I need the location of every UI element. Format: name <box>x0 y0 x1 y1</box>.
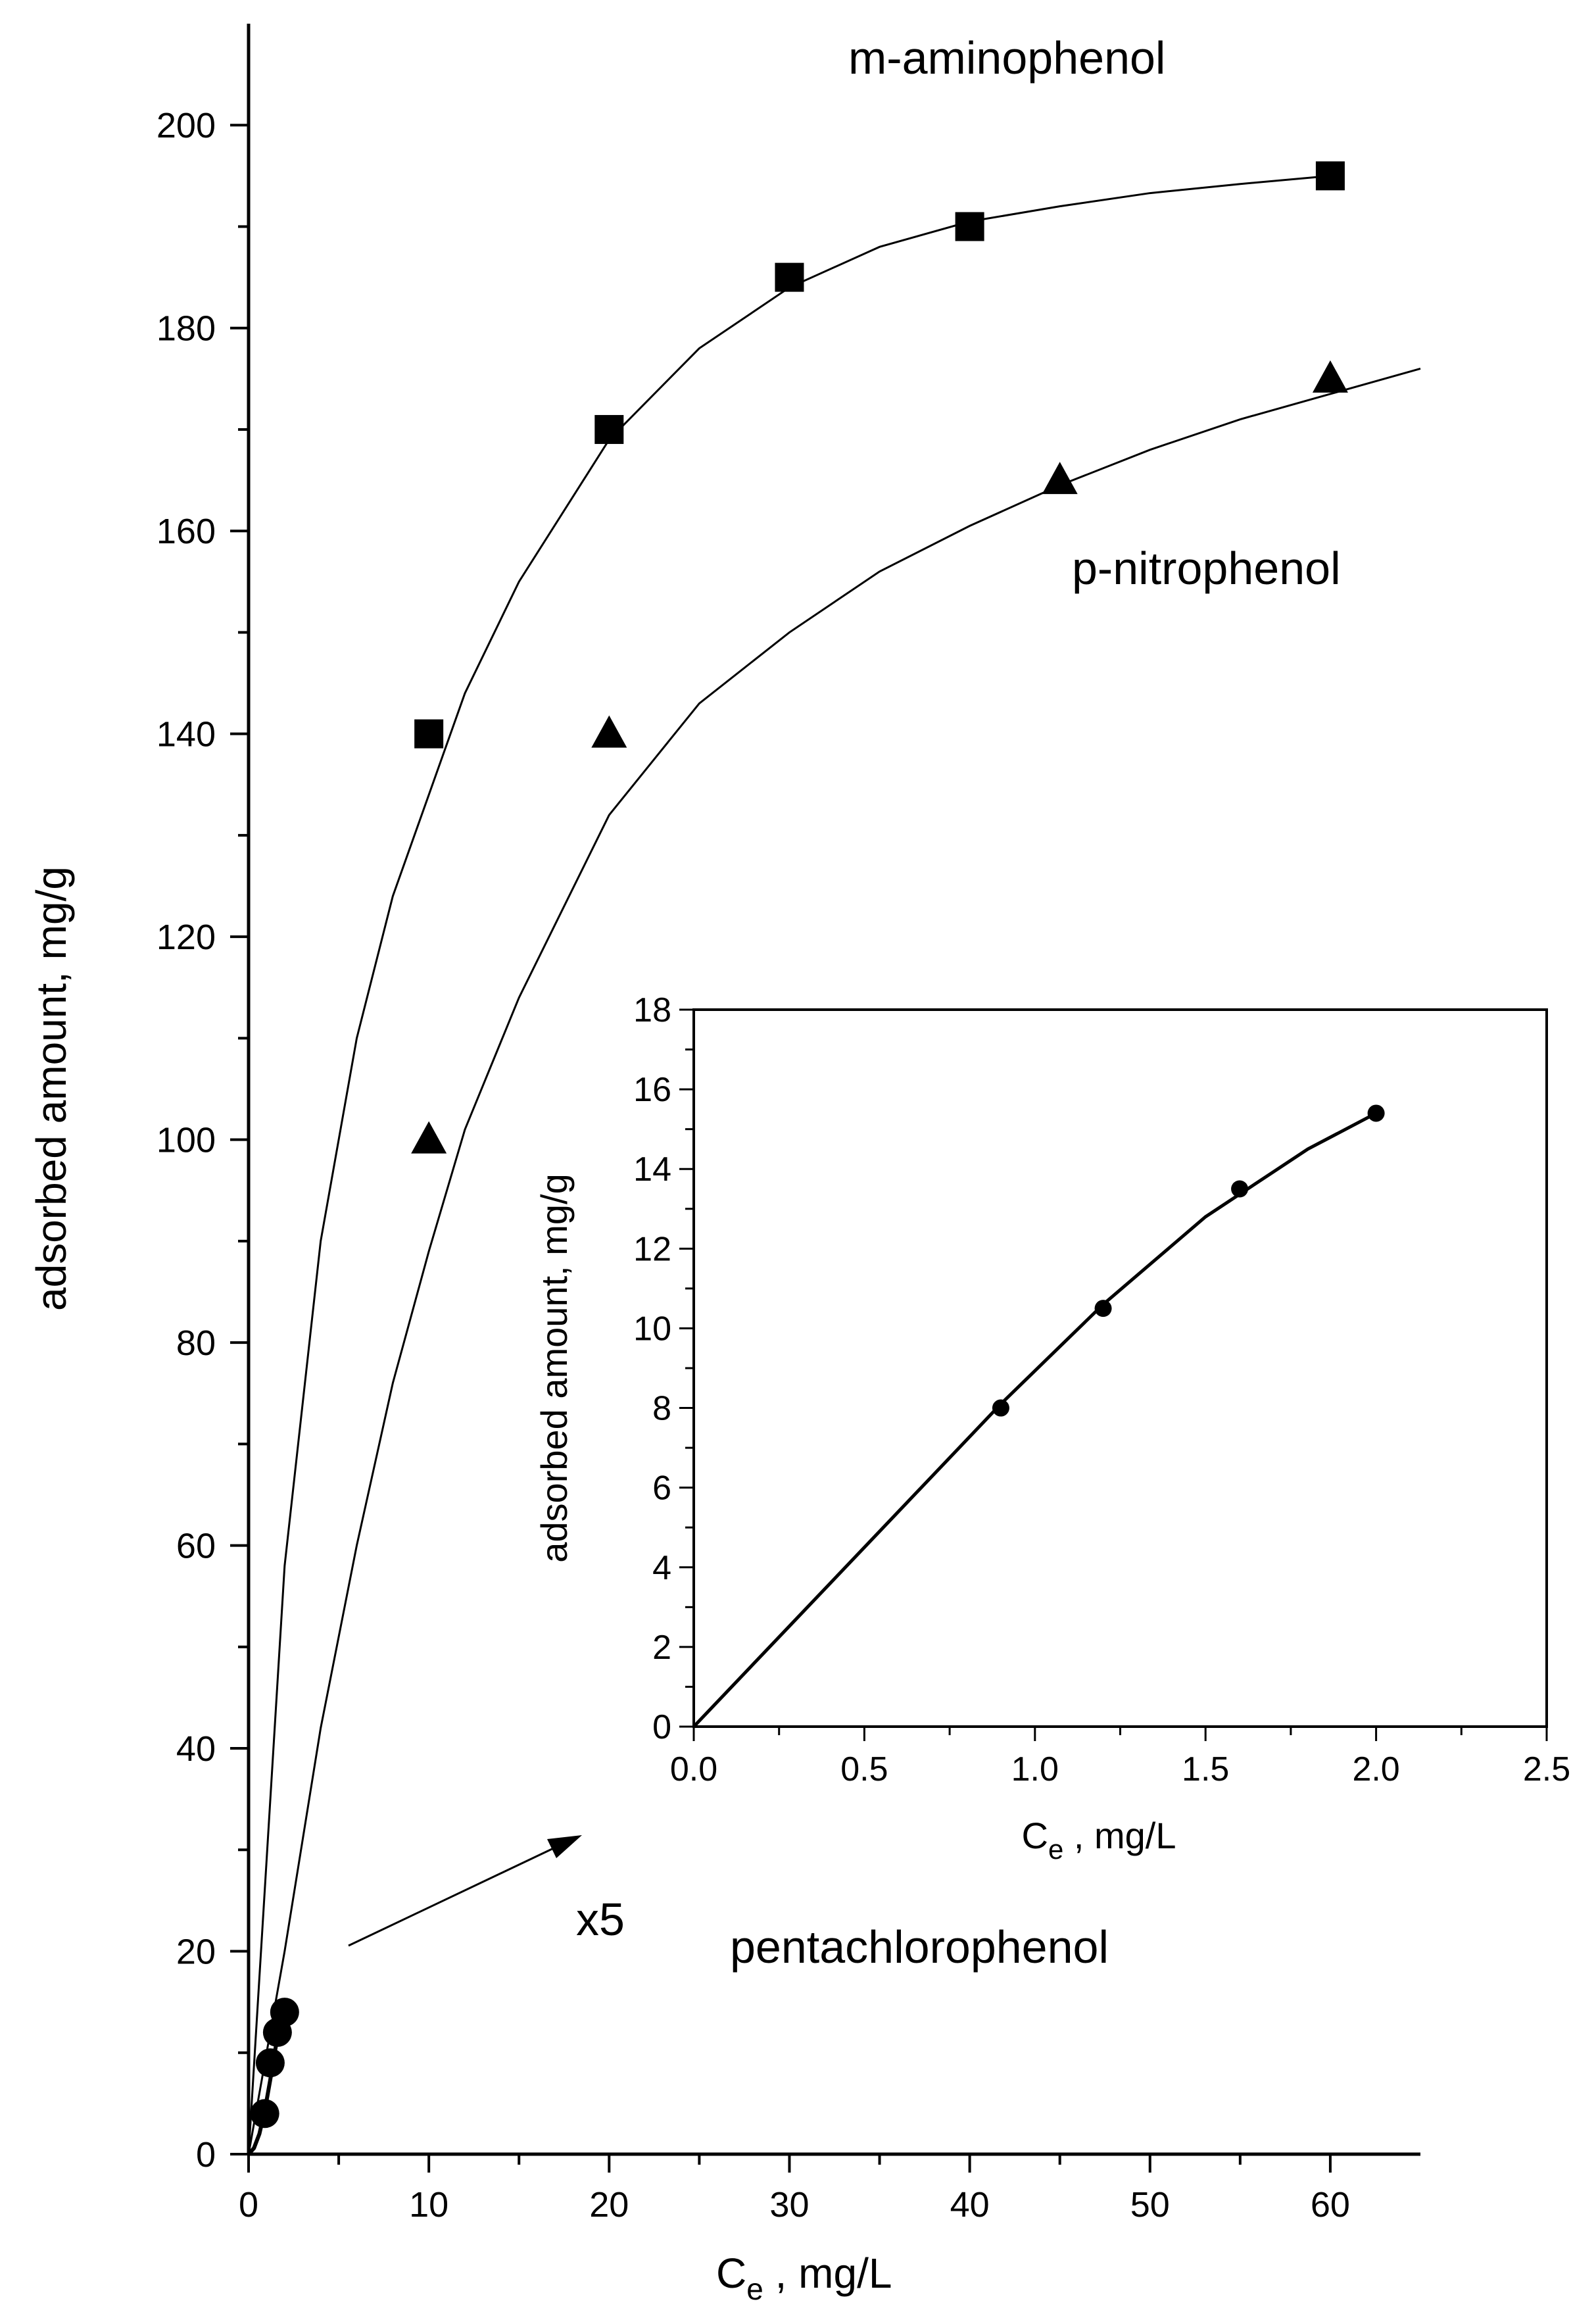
inset-frame <box>692 1008 1548 1728</box>
inset-y-tick-label: 16 <box>633 1071 671 1109</box>
x-tick-label: 50 <box>1130 2185 1170 2225</box>
inset-x-tick-label: 2.5 <box>1523 1750 1570 1788</box>
data-point-triangle <box>1042 462 1078 495</box>
x-axis-title: Ce , mg/L <box>716 2250 892 2306</box>
main-plot: 0 10 20 30 40 50 60020406080100120140160180200… <box>28 24 1421 2306</box>
data-point-circle <box>255 2048 285 2078</box>
x-tick-label: 0 <box>239 2185 258 2225</box>
data-point-triangle <box>591 715 627 748</box>
zoom-factor-label: x5 <box>576 1894 625 1945</box>
data-point-triangle <box>1312 360 1348 393</box>
data-point-square <box>775 262 804 292</box>
data-point-square <box>1315 161 1345 191</box>
data-point-triangle <box>411 1121 447 1154</box>
x-tick-label: 10 <box>409 2185 448 2225</box>
y-tick-label: 140 <box>157 715 216 754</box>
data-point-square <box>955 212 984 241</box>
inset-x-tick-label: 1.0 <box>1011 1750 1059 1788</box>
y-tick-label: 100 <box>157 1121 216 1160</box>
inset-y-tick-label: 10 <box>633 1310 671 1348</box>
inset-y-tick-label: 6 <box>652 1469 671 1508</box>
data-point-circle <box>270 1998 299 2027</box>
inset-y-tick-label: 14 <box>633 1150 671 1189</box>
inset-y-tick-label: 0 <box>652 1708 671 1746</box>
data-point-circle <box>250 2099 279 2129</box>
data-point-square <box>414 719 444 749</box>
inset-data-point <box>1094 1300 1112 1317</box>
x-tick-label: 20 <box>589 2185 629 2225</box>
inset-x-tick-label: 2.0 <box>1352 1750 1399 1788</box>
series-label-m-aminophenol: m-aminophenol <box>848 32 1165 84</box>
y-tick-label: 160 <box>157 512 216 551</box>
inset-data-point <box>1231 1180 1249 1198</box>
inset-y-tick-label: 4 <box>652 1549 671 1587</box>
y-tick-label: 40 <box>176 1729 216 1769</box>
inset-y-tick-label: 8 <box>652 1390 671 1428</box>
fit-curve-p-nitrophenol <box>247 367 1421 2155</box>
inset-x-tick-label: 0.5 <box>840 1750 888 1788</box>
inset-x-tick-label: 0.0 <box>670 1750 717 1788</box>
inset-y-tick-label: 18 <box>633 991 671 1029</box>
series-label-pentachlorophenol: pentachlorophenol <box>730 1921 1109 1973</box>
y-tick-label: 180 <box>157 309 216 349</box>
y-tick-label: 200 <box>157 106 216 145</box>
x-tick-label: 60 <box>1311 2185 1350 2225</box>
x-tick-label: 40 <box>950 2185 990 2225</box>
inset-fit-curve <box>692 1112 1377 1728</box>
inset-y-tick-label: 12 <box>633 1230 671 1268</box>
inset-y-tick-label: 2 <box>652 1629 671 1667</box>
inset-data-point <box>1367 1104 1385 1122</box>
y-tick-label: 0 <box>196 2135 216 2175</box>
y-tick-label: 60 <box>176 1527 216 1566</box>
series-label-p-nitrophenol: p-nitrophenol <box>1072 543 1341 594</box>
inset-y-axis-title: adsorbed amount, mg/g <box>533 1173 575 1562</box>
inset-data-point <box>992 1399 1009 1417</box>
inset-plot: 0.0 0.5 1.0 1.5 2.0 2.5 0 2 4 6 8 10 12 14 16 18 Ce , mg… <box>533 991 1570 1865</box>
y-tick-label: 20 <box>176 1932 216 1972</box>
x-tick-label: 30 <box>769 2185 809 2225</box>
data-point-square <box>594 414 624 444</box>
inset-x-tick-label: 1.5 <box>1182 1750 1229 1788</box>
y-tick-label: 120 <box>157 918 216 957</box>
y-axis-title: adsorbed amount, mg/g <box>28 866 75 1311</box>
inset-x-axis-title: Ce , mg/L <box>1022 1815 1176 1865</box>
y-tick-label: 80 <box>176 1323 216 1363</box>
zoom-arrow-head <box>547 1835 582 1858</box>
zoom-arrow-line <box>348 1844 560 1947</box>
